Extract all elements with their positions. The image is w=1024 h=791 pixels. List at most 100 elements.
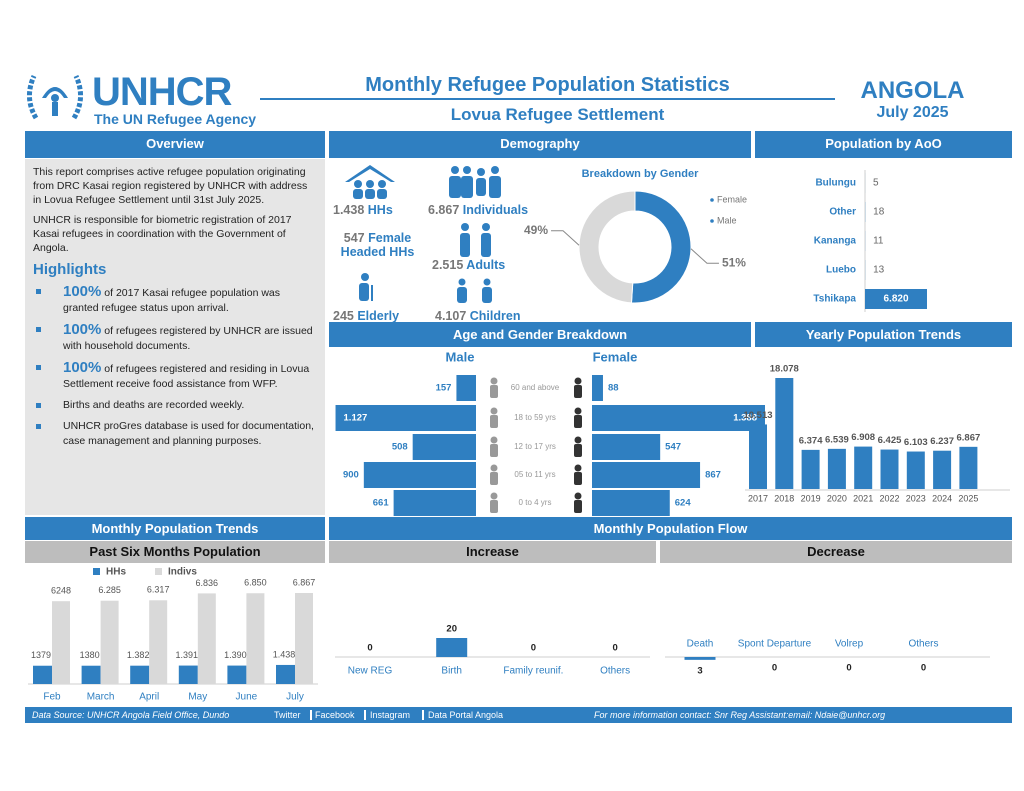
section-header: Population by AoO bbox=[755, 131, 1012, 158]
stat-label: Individuals bbox=[462, 203, 529, 217]
value-label: 5 bbox=[873, 178, 879, 189]
bar bbox=[865, 289, 927, 309]
bar bbox=[827, 448, 846, 489]
leader-line bbox=[690, 248, 719, 264]
footer-link[interactable]: Instagram bbox=[364, 710, 410, 720]
value-label: 88 bbox=[608, 383, 619, 394]
value-label: 6.820 bbox=[883, 294, 908, 305]
bar bbox=[363, 462, 476, 488]
stat: 245 Elderly bbox=[333, 309, 399, 323]
footer-source: Data Source: UNHCR Angola Field Office, … bbox=[32, 710, 230, 720]
stat-label: Children bbox=[469, 309, 521, 323]
section-header: Monthly Population Flow bbox=[329, 517, 1012, 540]
value-label: 10.513 bbox=[743, 410, 772, 421]
value-label: 6.374 bbox=[799, 435, 823, 446]
category-label: Kananga bbox=[814, 236, 857, 247]
category-label: 2018 bbox=[774, 493, 794, 503]
series-name: Male bbox=[446, 349, 475, 364]
highlight: 100% of 2017 Kasai refugee population wa… bbox=[33, 284, 317, 316]
category-label: 0 to 4 yrs bbox=[519, 498, 552, 507]
footer-link[interactable]: Twitter bbox=[274, 710, 301, 720]
bar bbox=[684, 657, 716, 660]
highlights-heading: Highlights bbox=[33, 261, 107, 278]
value-label: 867 bbox=[705, 470, 721, 481]
value-label: 1.127 bbox=[344, 413, 368, 424]
leader-line bbox=[551, 230, 580, 246]
stat-value: 6.867 bbox=[428, 203, 460, 217]
bar bbox=[592, 375, 603, 401]
highlight-figure: 100% bbox=[63, 283, 102, 300]
icon bbox=[574, 385, 582, 398]
legend-swatch bbox=[155, 568, 162, 575]
value-label: 1380 bbox=[80, 650, 100, 660]
title-rule bbox=[260, 98, 835, 100]
value-label: 0 bbox=[921, 663, 926, 674]
value-label: 157 bbox=[436, 383, 452, 394]
value-label: 18 bbox=[873, 207, 885, 218]
stat-label: Female Headed HHs bbox=[340, 231, 415, 259]
value-label: 3 bbox=[697, 665, 702, 676]
bar bbox=[854, 446, 873, 489]
category-label: Death bbox=[687, 639, 714, 650]
icon bbox=[574, 464, 582, 472]
report-date: July 2025 bbox=[876, 104, 949, 121]
icon bbox=[490, 500, 498, 513]
stat-label: Adults bbox=[466, 258, 506, 272]
value-label: 1.391 bbox=[176, 650, 199, 660]
category-label: 2022 bbox=[879, 493, 899, 503]
footer-link[interactable]: Facebook bbox=[310, 710, 355, 720]
icon bbox=[490, 407, 498, 415]
logo-emblem bbox=[27, 74, 83, 120]
category-label: March bbox=[87, 692, 115, 703]
value-label: 6.867 bbox=[957, 432, 981, 443]
category-label: Spont Departure bbox=[738, 639, 812, 650]
bar bbox=[276, 664, 295, 684]
category-label: 05 to 11 yrs bbox=[514, 470, 555, 479]
icon bbox=[490, 472, 498, 485]
bar bbox=[335, 405, 476, 431]
category-label: May bbox=[188, 692, 207, 703]
legend-label: Male bbox=[717, 215, 737, 225]
legend-label: Female bbox=[717, 194, 747, 204]
icon bbox=[490, 415, 498, 428]
category-label: Bulungu bbox=[815, 178, 856, 189]
value-label: 0 bbox=[612, 643, 617, 654]
icon bbox=[490, 385, 498, 398]
bar bbox=[412, 434, 476, 460]
highlight: 100% of refugees registered and residing… bbox=[33, 360, 317, 392]
category-label: Volrep bbox=[835, 639, 864, 650]
bar bbox=[592, 462, 701, 488]
demography-icons bbox=[345, 165, 501, 303]
bar bbox=[436, 638, 468, 657]
value-label: 661 bbox=[373, 498, 390, 509]
bar bbox=[81, 665, 101, 684]
icon bbox=[574, 472, 582, 485]
bar bbox=[906, 451, 925, 489]
highlight-text: of 2017 Kasai refugee population was gra… bbox=[63, 287, 281, 314]
pie-slice bbox=[630, 190, 692, 304]
value-label: 547 bbox=[665, 442, 681, 453]
bar bbox=[246, 593, 265, 684]
category-label: New REG bbox=[348, 666, 393, 677]
value-label: 1.438 bbox=[273, 649, 296, 659]
stat-value: 245 bbox=[333, 309, 354, 323]
category-label: Feb bbox=[43, 692, 61, 703]
icon bbox=[574, 436, 582, 444]
value-label: 6.850 bbox=[244, 578, 267, 588]
series-name: Female bbox=[593, 349, 638, 364]
category-label: 2020 bbox=[827, 493, 847, 503]
value-label: 6.103 bbox=[904, 437, 928, 448]
value-label: 49% bbox=[524, 223, 548, 237]
value-label: 6.539 bbox=[825, 434, 849, 445]
report-title: Monthly Refugee Population Statistics bbox=[365, 74, 730, 96]
bar bbox=[592, 490, 670, 516]
highlight-text: of refugees registered by UNHCR are issu… bbox=[63, 325, 313, 352]
icon bbox=[574, 500, 582, 513]
footer-link[interactable]: Data Portal Angola bbox=[422, 710, 503, 720]
value-label: 6.285 bbox=[98, 585, 121, 595]
value-label: 1.382 bbox=[127, 650, 150, 660]
bar bbox=[33, 665, 52, 684]
icon bbox=[574, 444, 582, 457]
value-label: 6.425 bbox=[878, 435, 902, 446]
